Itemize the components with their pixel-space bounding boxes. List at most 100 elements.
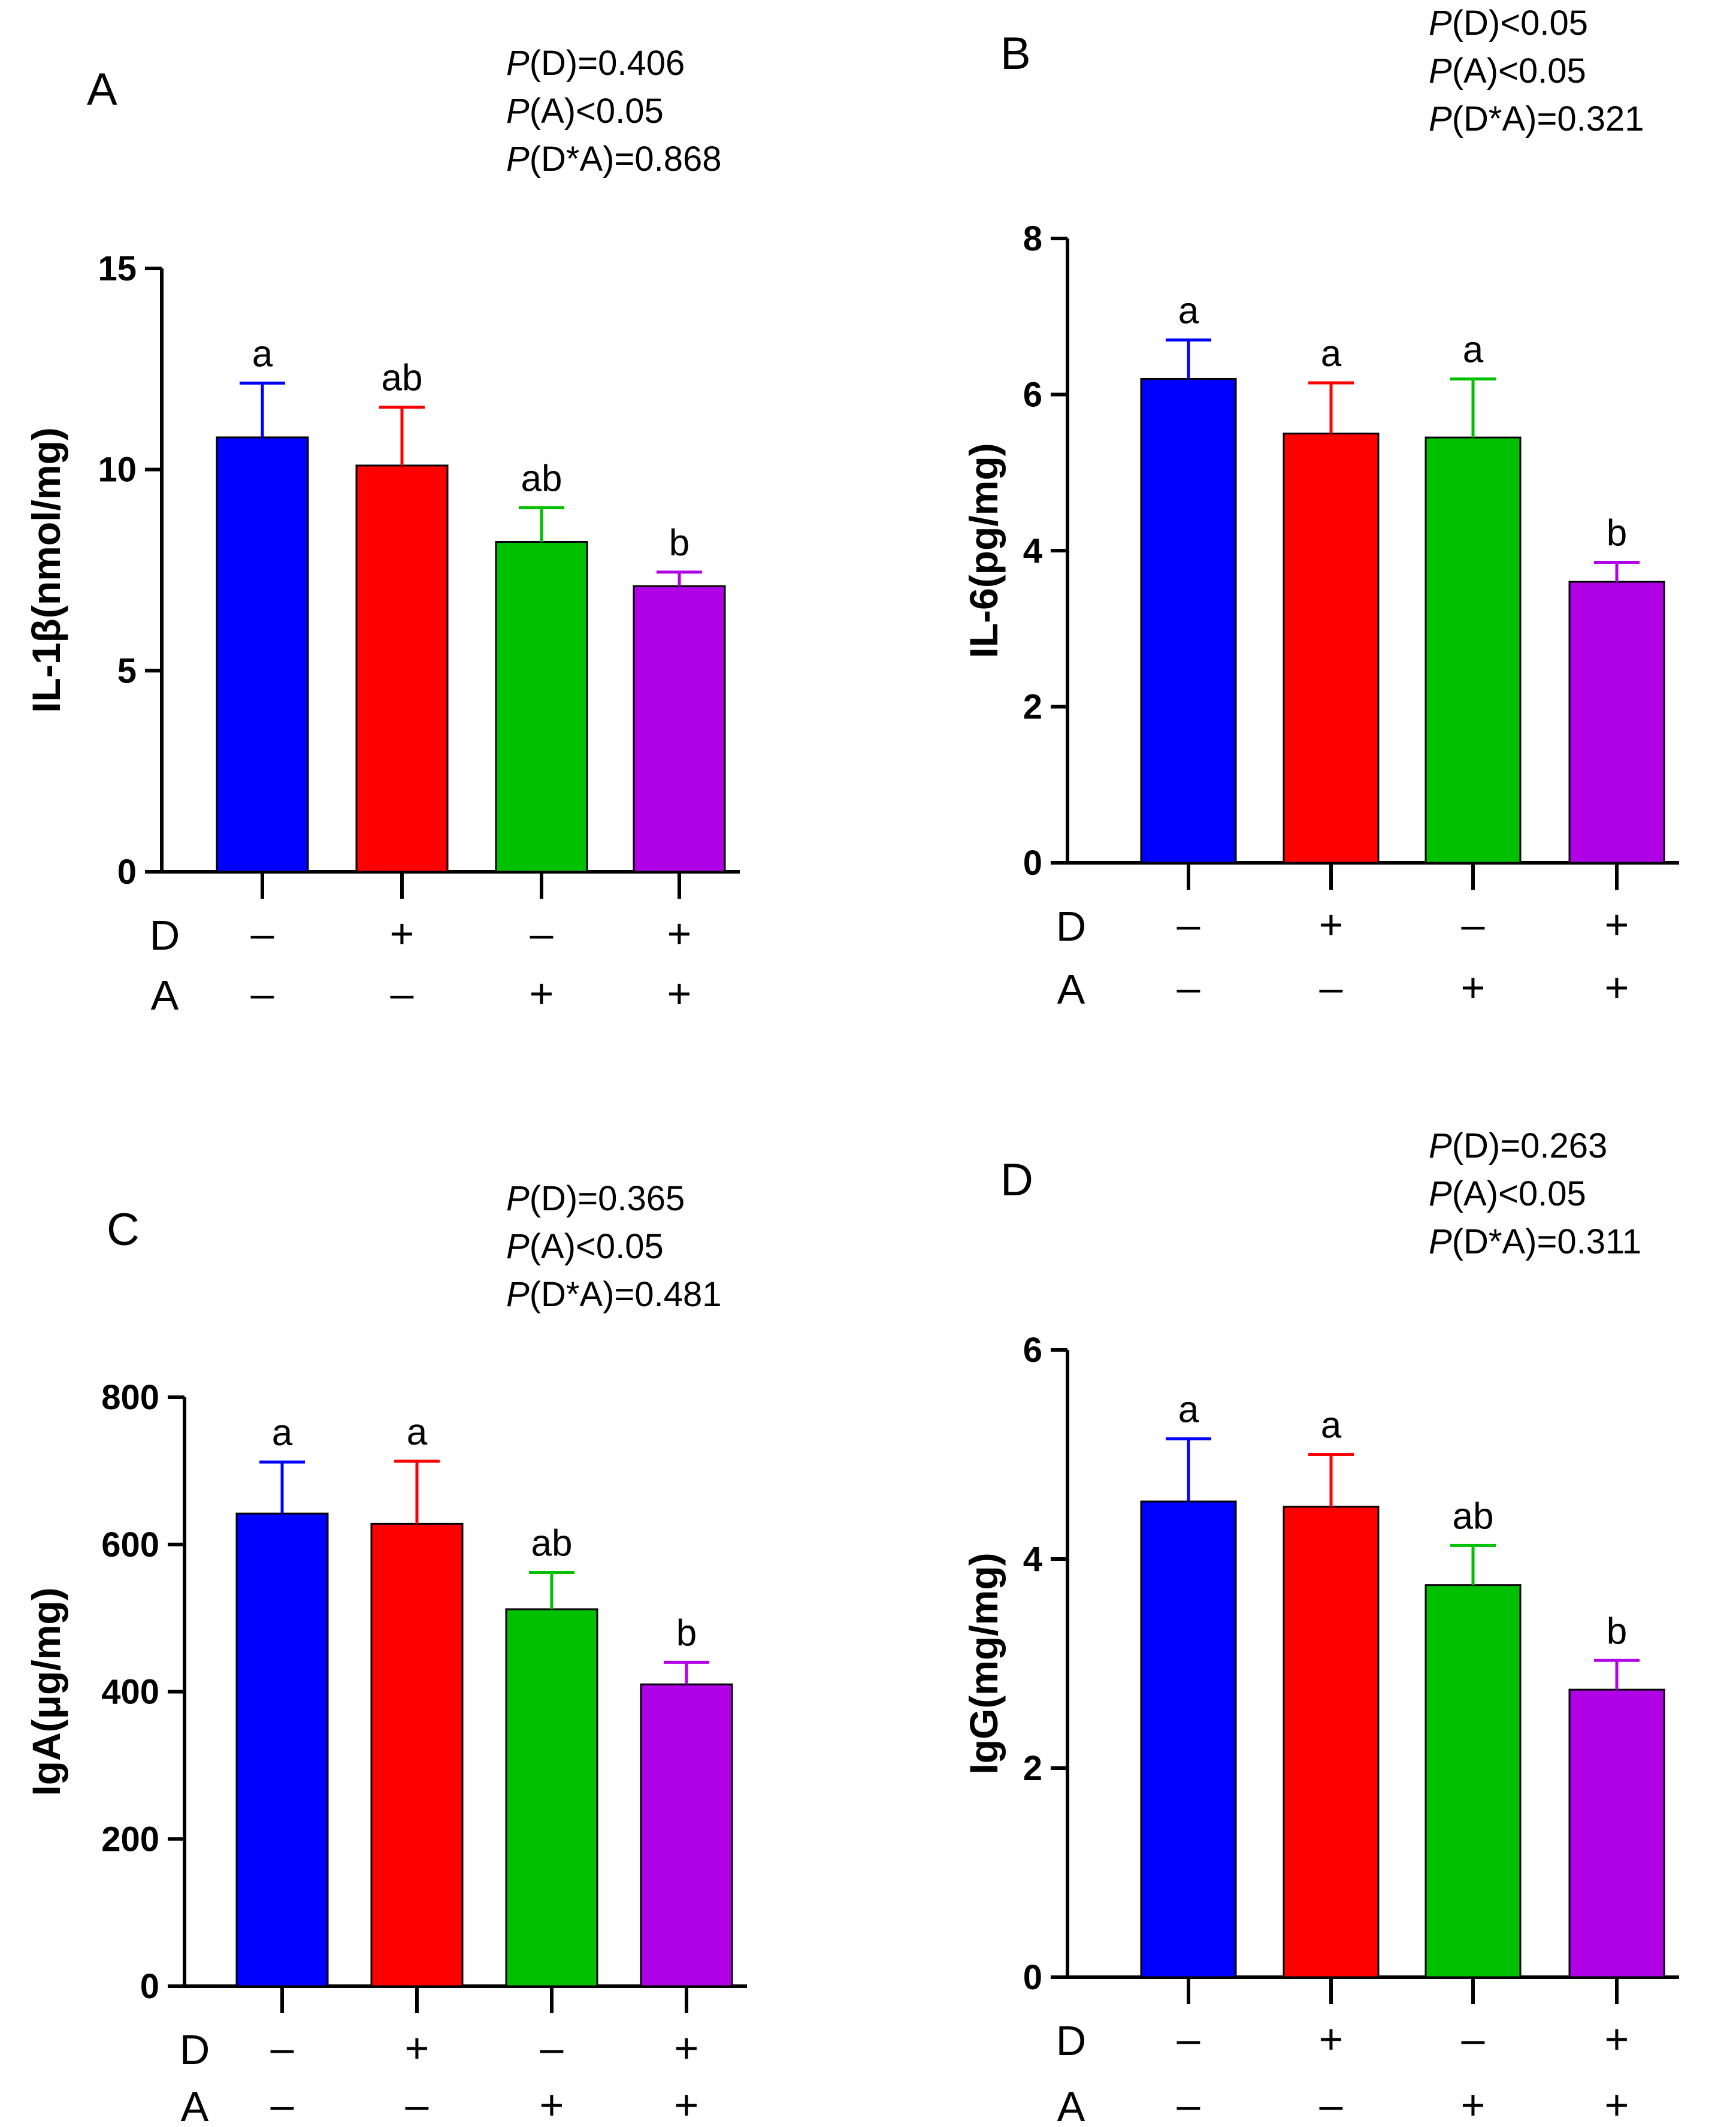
y-tick-label: 200 (101, 1820, 159, 1859)
d-factor-sign: – (251, 910, 274, 957)
bar-g2 (370, 1522, 464, 1987)
bar-g3 (1425, 1584, 1522, 1978)
p-value-label: P(D)=0.263 (1429, 1126, 1607, 1165)
bar-g3 (505, 1608, 598, 1987)
d-factor-sign: + (405, 2025, 430, 2071)
p-symbol: P (1429, 1126, 1452, 1165)
bar-g1 (216, 436, 309, 873)
bar-g4 (1568, 581, 1665, 864)
p-value-label: P(D)=0.365 (506, 1179, 685, 1218)
chart-panel-c: CP(D)=0.365P(A)<0.05P(D*A)=0.48102004006… (24, 1179, 747, 2127)
bar-g2 (355, 464, 449, 873)
significance-letter: ab (1453, 1495, 1494, 1537)
y-tick-label: 8 (1023, 219, 1042, 258)
factor-label-a: A (181, 2083, 209, 2127)
y-axis-label: IgG(mg/mg) (961, 1552, 1006, 1774)
p-symbol: P (506, 44, 530, 83)
y-tick-label: 0 (140, 1967, 159, 2006)
p-value-label: P(D*A)=0.321 (1429, 99, 1644, 138)
bar-g4 (633, 585, 726, 873)
significance-letter: ab (521, 458, 562, 499)
bar-g4 (1568, 1688, 1665, 1978)
p-value-text: (D*A)=0.868 (530, 140, 722, 179)
significance-letter: b (676, 1612, 697, 1654)
significance-letter: ab (382, 358, 423, 399)
factor-label-a: A (1057, 2083, 1085, 2127)
p-value-text: (D)=0.406 (530, 44, 685, 83)
bar-g4 (640, 1683, 733, 1987)
bar-g1 (235, 1512, 329, 1987)
panel-letter: A (87, 64, 117, 115)
p-value-text: (D)=0.263 (1452, 1126, 1608, 1165)
d-factor-sign: + (1319, 901, 1344, 948)
y-tick-label: 0 (1023, 1958, 1042, 1997)
d-factor-sign: + (390, 910, 415, 957)
p-symbol: P (1429, 99, 1452, 138)
significance-letter: ab (531, 1522, 573, 1564)
factor-label-d: D (1056, 903, 1087, 950)
factor-label-d: D (150, 912, 180, 959)
a-factor-sign: + (1605, 2081, 1629, 2127)
a-factor-sign: – (1177, 964, 1200, 1011)
p-symbol: P (506, 1179, 530, 1218)
bar-g3 (495, 541, 588, 873)
significance-letter: a (1463, 329, 1484, 370)
d-factor-sign: – (1177, 2016, 1200, 2062)
a-factor-sign: + (540, 2081, 564, 2127)
d-factor-sign: + (1319, 2016, 1344, 2062)
y-axis-label: IgA(μg/mg) (24, 1587, 68, 1796)
p-symbol: P (506, 1275, 530, 1314)
p-value-label: P(D)=0.406 (506, 44, 685, 83)
y-tick-label: 6 (1023, 1331, 1042, 1370)
y-tick-label: 4 (1023, 531, 1042, 570)
bar-g2 (1283, 1506, 1380, 1978)
p-symbol: P (1429, 52, 1452, 90)
a-factor-sign: – (271, 2081, 294, 2127)
y-tick-label: 6 (1023, 376, 1042, 415)
y-tick-label: 4 (1023, 1540, 1042, 1579)
p-value-label: P(A)<0.05 (506, 1227, 664, 1266)
p-value-text: (D*A)=0.321 (1452, 99, 1644, 138)
p-value-label: P(D*A)=0.311 (1429, 1222, 1641, 1261)
bar-g2 (1283, 433, 1380, 864)
y-tick-label: 0 (1023, 844, 1042, 883)
bar-g1 (1140, 377, 1237, 864)
p-value-text: (D*A)=0.481 (530, 1275, 722, 1314)
a-factor-sign: – (1320, 964, 1343, 1011)
p-symbol: P (1429, 4, 1452, 43)
p-value-text: (D*A)=0.311 (1452, 1222, 1641, 1261)
p-symbol: P (506, 1227, 530, 1266)
p-value-label: P(A)<0.05 (1429, 1174, 1586, 1213)
a-factor-sign: + (1461, 964, 1486, 1011)
y-axis-label: IL-1β(nmol/mg) (24, 427, 68, 713)
d-factor-sign: + (675, 2025, 699, 2071)
d-factor-sign: + (667, 910, 692, 957)
d-factor-sign: – (530, 910, 554, 957)
significance-letter: b (1607, 1611, 1627, 1652)
p-value-text: (A)<0.05 (530, 1227, 664, 1266)
panel-letter: B (1000, 28, 1031, 79)
a-factor-sign: – (251, 970, 274, 1017)
y-tick-label: 400 (101, 1673, 159, 1712)
p-symbol: P (506, 92, 530, 131)
p-value-label: P(A)<0.05 (506, 92, 664, 131)
p-value-label: P(D*A)=0.868 (506, 140, 721, 179)
a-factor-sign: – (1177, 2081, 1200, 2127)
a-factor-sign: – (1320, 2081, 1343, 2127)
significance-letter: a (252, 333, 273, 374)
significance-letter: a (1321, 333, 1342, 374)
y-tick-label: 2 (1023, 1749, 1042, 1788)
y-tick-label: 800 (101, 1378, 159, 1417)
chart-panel-a: AP(D)=0.406P(A)<0.05P(D*A)=0.868051015IL… (24, 44, 740, 1019)
y-tick-label: 10 (98, 451, 137, 490)
chart-panel-b: BP(D)<0.05P(A)<0.05P(D*A)=0.32102468IL-6… (961, 4, 1679, 1013)
p-value-label: P(A)<0.05 (1429, 52, 1586, 90)
significance-letter: b (1607, 513, 1627, 554)
d-factor-sign: – (540, 2025, 564, 2071)
p-symbol: P (1429, 1174, 1452, 1213)
a-factor-sign: – (391, 970, 414, 1017)
y-tick-label: 0 (117, 853, 137, 892)
factor-label-a: A (1057, 966, 1085, 1013)
p-value-text: (A)<0.05 (1452, 1174, 1586, 1213)
